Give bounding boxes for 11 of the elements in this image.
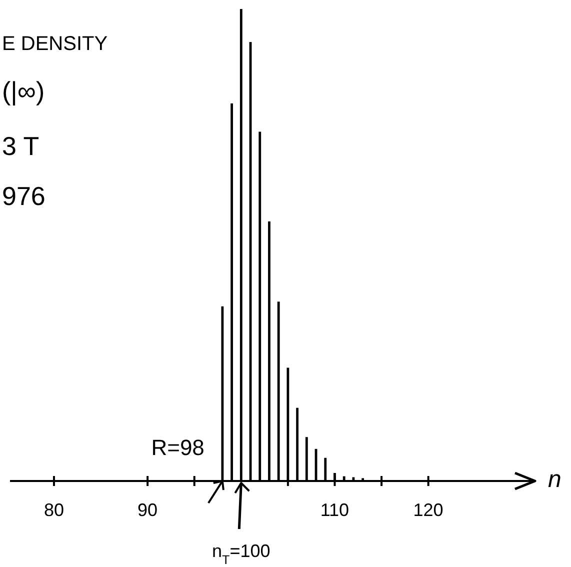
annotation: 3 T (2, 131, 40, 161)
annotation: n$_{T}$=100 (212, 541, 270, 567)
x-axis-title: n (548, 466, 562, 493)
annotation: (|∞) (2, 76, 45, 106)
annotation: 976 (2, 181, 46, 211)
x-tick-label: 90 (138, 500, 158, 520)
x-tick-label: 120 (413, 500, 444, 520)
annotation: E DENSITY (2, 33, 108, 55)
annotation: R=98 (151, 435, 204, 460)
x-tick-label: 80 (44, 500, 64, 520)
x-tick-label: 110 (320, 500, 350, 520)
